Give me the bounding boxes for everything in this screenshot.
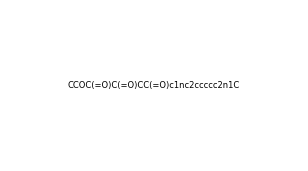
Text: CCOC(=O)C(=O)CC(=O)c1nc2ccccc2n1C: CCOC(=O)C(=O)CC(=O)c1nc2ccccc2n1C	[68, 81, 240, 90]
